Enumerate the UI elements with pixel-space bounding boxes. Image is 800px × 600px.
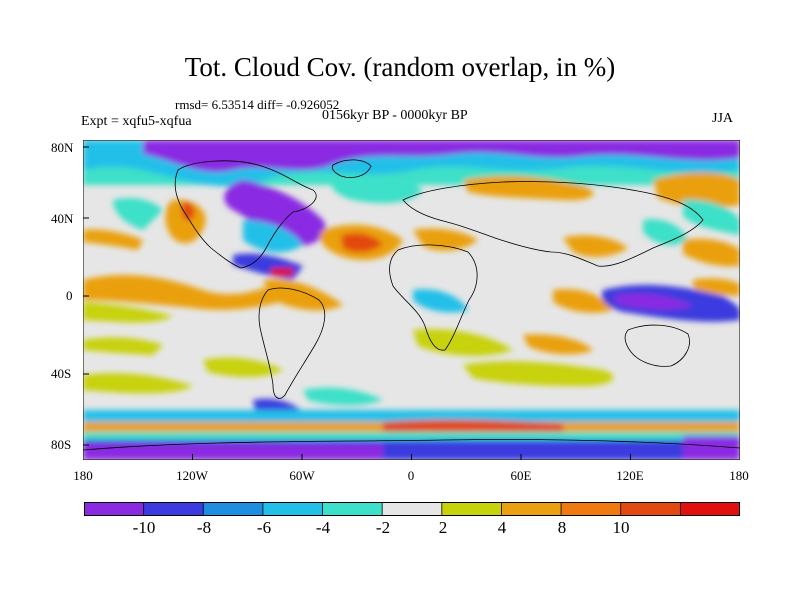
colorbar-swatch (84, 502, 145, 516)
colorbar-swatch (680, 502, 740, 516)
cloud-cover-anomaly-map (83, 140, 740, 460)
lon-tick-label: 60E (510, 468, 532, 483)
lon-tick-label: 120E (616, 468, 644, 483)
map-title: Tot. Cloud Cov. (random overlap, in %) (184, 52, 616, 82)
colorbar-tick-label: -8 (196, 518, 212, 537)
stats-line: rmsd= 6.53514 diff= -0.926052 (175, 97, 340, 112)
anomaly-field (83, 140, 740, 460)
lat-tick-label: 40N (51, 211, 74, 226)
lon-tick-label: 180 (73, 468, 93, 483)
period-line: 0156kyr BP - 0000kyr BP (322, 108, 468, 123)
colorbar-tick-label: -2 (375, 518, 391, 537)
colorbar-border (84, 502, 740, 516)
colorbar-swatch (620, 502, 681, 516)
colorbar-tick-label: 2 (438, 518, 448, 537)
experiment-line: Expt = xqfu5-xqfua (81, 114, 192, 129)
colorbar-swatch (441, 502, 502, 516)
colorbar-tick-label: -6 (256, 518, 272, 537)
colorbar-tick-label: 10 (612, 518, 630, 537)
lat-tick-label: 80S (51, 437, 72, 452)
lon-tick-label: 60W (289, 468, 315, 483)
lon-tick-label: 0 (407, 468, 415, 483)
colorbar-tick-label: -10 (132, 518, 156, 537)
lon-tick-label: 180 (729, 468, 749, 483)
axis-ticks (83, 146, 631, 460)
colorbar-swatch (501, 502, 562, 516)
colorbar-swatch (322, 502, 383, 516)
colorbar (84, 502, 740, 516)
colorbar-swatch (561, 502, 622, 516)
lat-tick-label: 40S (51, 366, 72, 381)
lat-tick-label: 0 (66, 288, 73, 303)
colorbar-tick-label: 4 (497, 518, 507, 537)
colorbar-swatch (203, 502, 264, 516)
coastlines (83, 159, 740, 451)
lat-tick-label: 80N (51, 140, 74, 155)
colorbar-swatch (143, 502, 204, 516)
lon-tick-label: 120W (176, 468, 208, 483)
colorbar-swatch (262, 502, 324, 516)
colorbar-swatch (382, 502, 443, 516)
colorbar-tick-label: 8 (557, 518, 567, 537)
colorbar-tick-label: -4 (315, 518, 331, 537)
season-label: JJA (712, 111, 734, 126)
